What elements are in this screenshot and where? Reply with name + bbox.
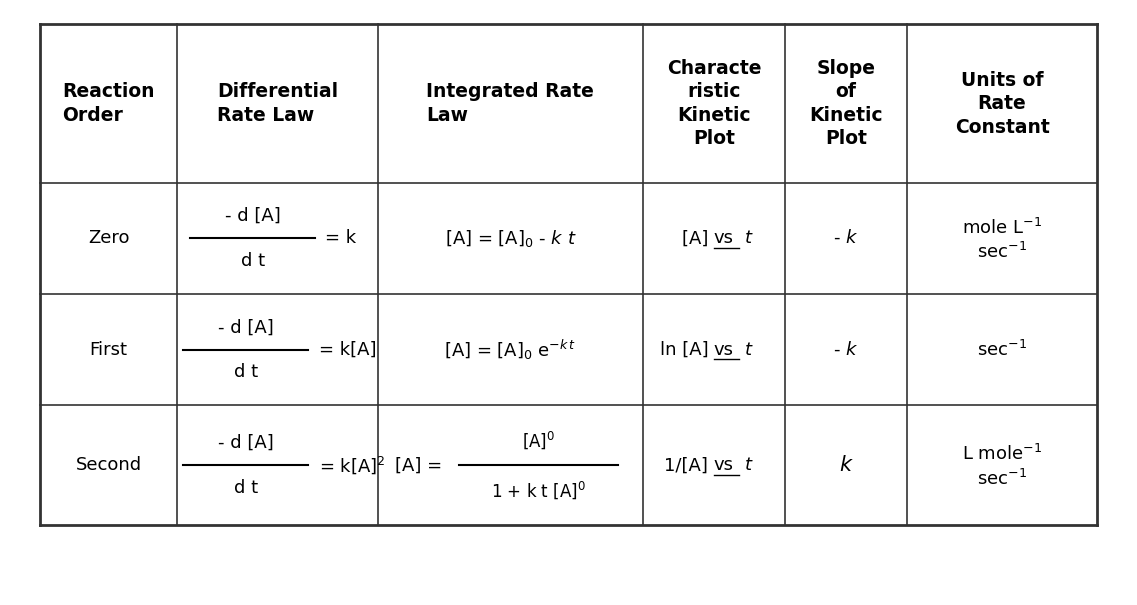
Text: Differential
Rate Law: Differential Rate Law — [217, 82, 339, 125]
Text: $\it{t}$: $\it{t}$ — [739, 456, 754, 474]
Text: - d [A]: - d [A] — [218, 318, 274, 336]
Text: - $\it{k}$: - $\it{k}$ — [833, 229, 858, 247]
Text: $\it{t}$: $\it{t}$ — [739, 229, 754, 247]
Text: sec$^{-1}$: sec$^{-1}$ — [977, 468, 1027, 489]
Text: d t: d t — [234, 479, 258, 497]
Text: sec$^{-1}$: sec$^{-1}$ — [977, 340, 1027, 360]
Text: Units of
Rate
Constant: Units of Rate Constant — [955, 71, 1049, 137]
Text: First: First — [90, 341, 127, 359]
Text: - $\it{k}$: - $\it{k}$ — [833, 341, 858, 359]
Text: $\it{k}$: $\it{k}$ — [839, 456, 854, 476]
Text: mole L$^{-1}$: mole L$^{-1}$ — [962, 218, 1041, 238]
Text: [A]$^0$: [A]$^0$ — [522, 429, 555, 451]
Text: = k: = k — [325, 229, 357, 247]
Text: Slope
of
Kinetic
Plot: Slope of Kinetic Plot — [810, 59, 883, 148]
Text: Reaction
Order: Reaction Order — [63, 82, 155, 125]
Text: vs: vs — [714, 341, 733, 359]
Text: - d [A]: - d [A] — [225, 207, 281, 225]
Text: d t: d t — [234, 363, 258, 381]
Text: Zero: Zero — [88, 229, 130, 247]
Text: [A]: [A] — [682, 229, 714, 247]
Text: vs: vs — [714, 456, 733, 474]
Text: [A] = [A]$_0$ - $\it{k}$ $\it{t}$: [A] = [A]$_0$ - $\it{k}$ $\it{t}$ — [445, 228, 576, 249]
Text: d t: d t — [241, 252, 265, 270]
Text: Second: Second — [75, 456, 142, 474]
Text: = k[A]: = k[A] — [318, 341, 376, 359]
Text: Characte
ristic
Kinetic
Plot: Characte ristic Kinetic Plot — [666, 59, 761, 148]
Text: 1/[A]: 1/[A] — [664, 456, 714, 474]
Text: L mole$^{-1}$: L mole$^{-1}$ — [962, 444, 1041, 465]
Text: = k[A]$^2$: = k[A]$^2$ — [318, 454, 385, 476]
Text: [A] =: [A] = — [395, 456, 448, 474]
Text: vs: vs — [714, 229, 733, 247]
Text: sec$^{-1}$: sec$^{-1}$ — [977, 242, 1027, 262]
Text: $\it{t}$: $\it{t}$ — [739, 341, 754, 359]
Text: Integrated Rate
Law: Integrated Rate Law — [426, 82, 595, 125]
Text: [A] = [A]$_0$ e$^{-\it{k}\,\it{t}}$: [A] = [A]$_0$ e$^{-\it{k}\,\it{t}}$ — [445, 338, 576, 362]
Text: ln [A]: ln [A] — [659, 341, 714, 359]
Text: 1 + k t [A]$^0$: 1 + k t [A]$^0$ — [491, 480, 587, 502]
Text: - d [A]: - d [A] — [218, 434, 274, 452]
